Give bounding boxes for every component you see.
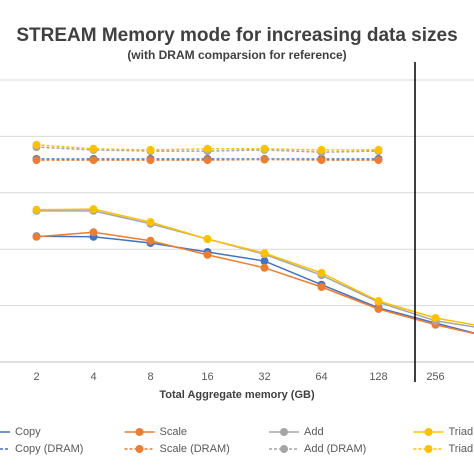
legend-marker: [280, 445, 288, 453]
chart-title: STREAM Memory mode for increasing data s…: [16, 25, 457, 46]
data-point: [260, 257, 269, 266]
x-tick-label: 16: [201, 371, 213, 383]
data-point: [146, 218, 155, 227]
data-point: [317, 145, 326, 154]
legend-marker: [280, 428, 288, 436]
data-point: [203, 235, 212, 244]
legend-marker: [135, 428, 144, 436]
legend-label: Scale: [160, 426, 188, 438]
legend-label: Triad: [449, 426, 474, 438]
data-point: [374, 145, 383, 154]
data-point: [203, 144, 212, 153]
data-point: [32, 156, 41, 165]
series-line: [36, 231, 474, 335]
x-tick-label: 32: [258, 371, 270, 383]
data-point: [89, 156, 98, 165]
x-tick-label: 2: [33, 371, 39, 383]
legend-marker: [424, 428, 433, 436]
x-tick-label: 256: [426, 371, 444, 383]
data-point: [260, 155, 269, 164]
legend-marker: [135, 445, 144, 453]
x-tick-label: 8: [147, 371, 153, 383]
chart-subtitle: (with DRAM comparsion for reference): [127, 48, 346, 62]
data-point: [260, 263, 269, 272]
data-point: [374, 297, 383, 306]
data-point: [32, 140, 41, 149]
data-point: [89, 228, 98, 237]
data-point: [374, 304, 383, 313]
data-point: [374, 156, 383, 165]
data-point: [317, 282, 326, 291]
data-point: [317, 156, 326, 165]
legend-label: Scale (DRAM): [160, 443, 230, 455]
series-line: [36, 208, 474, 326]
plot-area: [32, 140, 474, 335]
series-line: [36, 210, 474, 328]
data-point: [203, 250, 212, 259]
data-point: [260, 144, 269, 153]
legend: Copy Scale Add Triad Copy (DRAM) Scale (DRAM)…: [0, 426, 474, 455]
x-tick-label: 4: [90, 371, 96, 383]
legend-label: Triad (DRAM): [449, 443, 474, 455]
data-point: [89, 205, 98, 214]
legend-label: Add: [304, 426, 324, 438]
data-point: [203, 156, 212, 165]
data-point: [146, 236, 155, 245]
data-point: [431, 314, 440, 323]
legend-label: Add (DRAM): [304, 443, 366, 455]
data-point: [32, 232, 41, 241]
x-tick-label: 128: [369, 371, 387, 383]
data-point: [146, 156, 155, 165]
data-point: [89, 144, 98, 153]
legend-label: Copy: [15, 426, 41, 438]
grid: [0, 79, 474, 363]
data-point: [260, 249, 269, 258]
x-tick-label: 64: [315, 371, 327, 383]
data-point: [32, 205, 41, 214]
data-point: [146, 145, 155, 154]
legend-marker: [424, 445, 433, 453]
x-axis-label: Total Aggregate memory (GB): [159, 389, 315, 401]
data-point: [317, 268, 326, 277]
legend-label: Copy (DRAM): [15, 443, 83, 455]
